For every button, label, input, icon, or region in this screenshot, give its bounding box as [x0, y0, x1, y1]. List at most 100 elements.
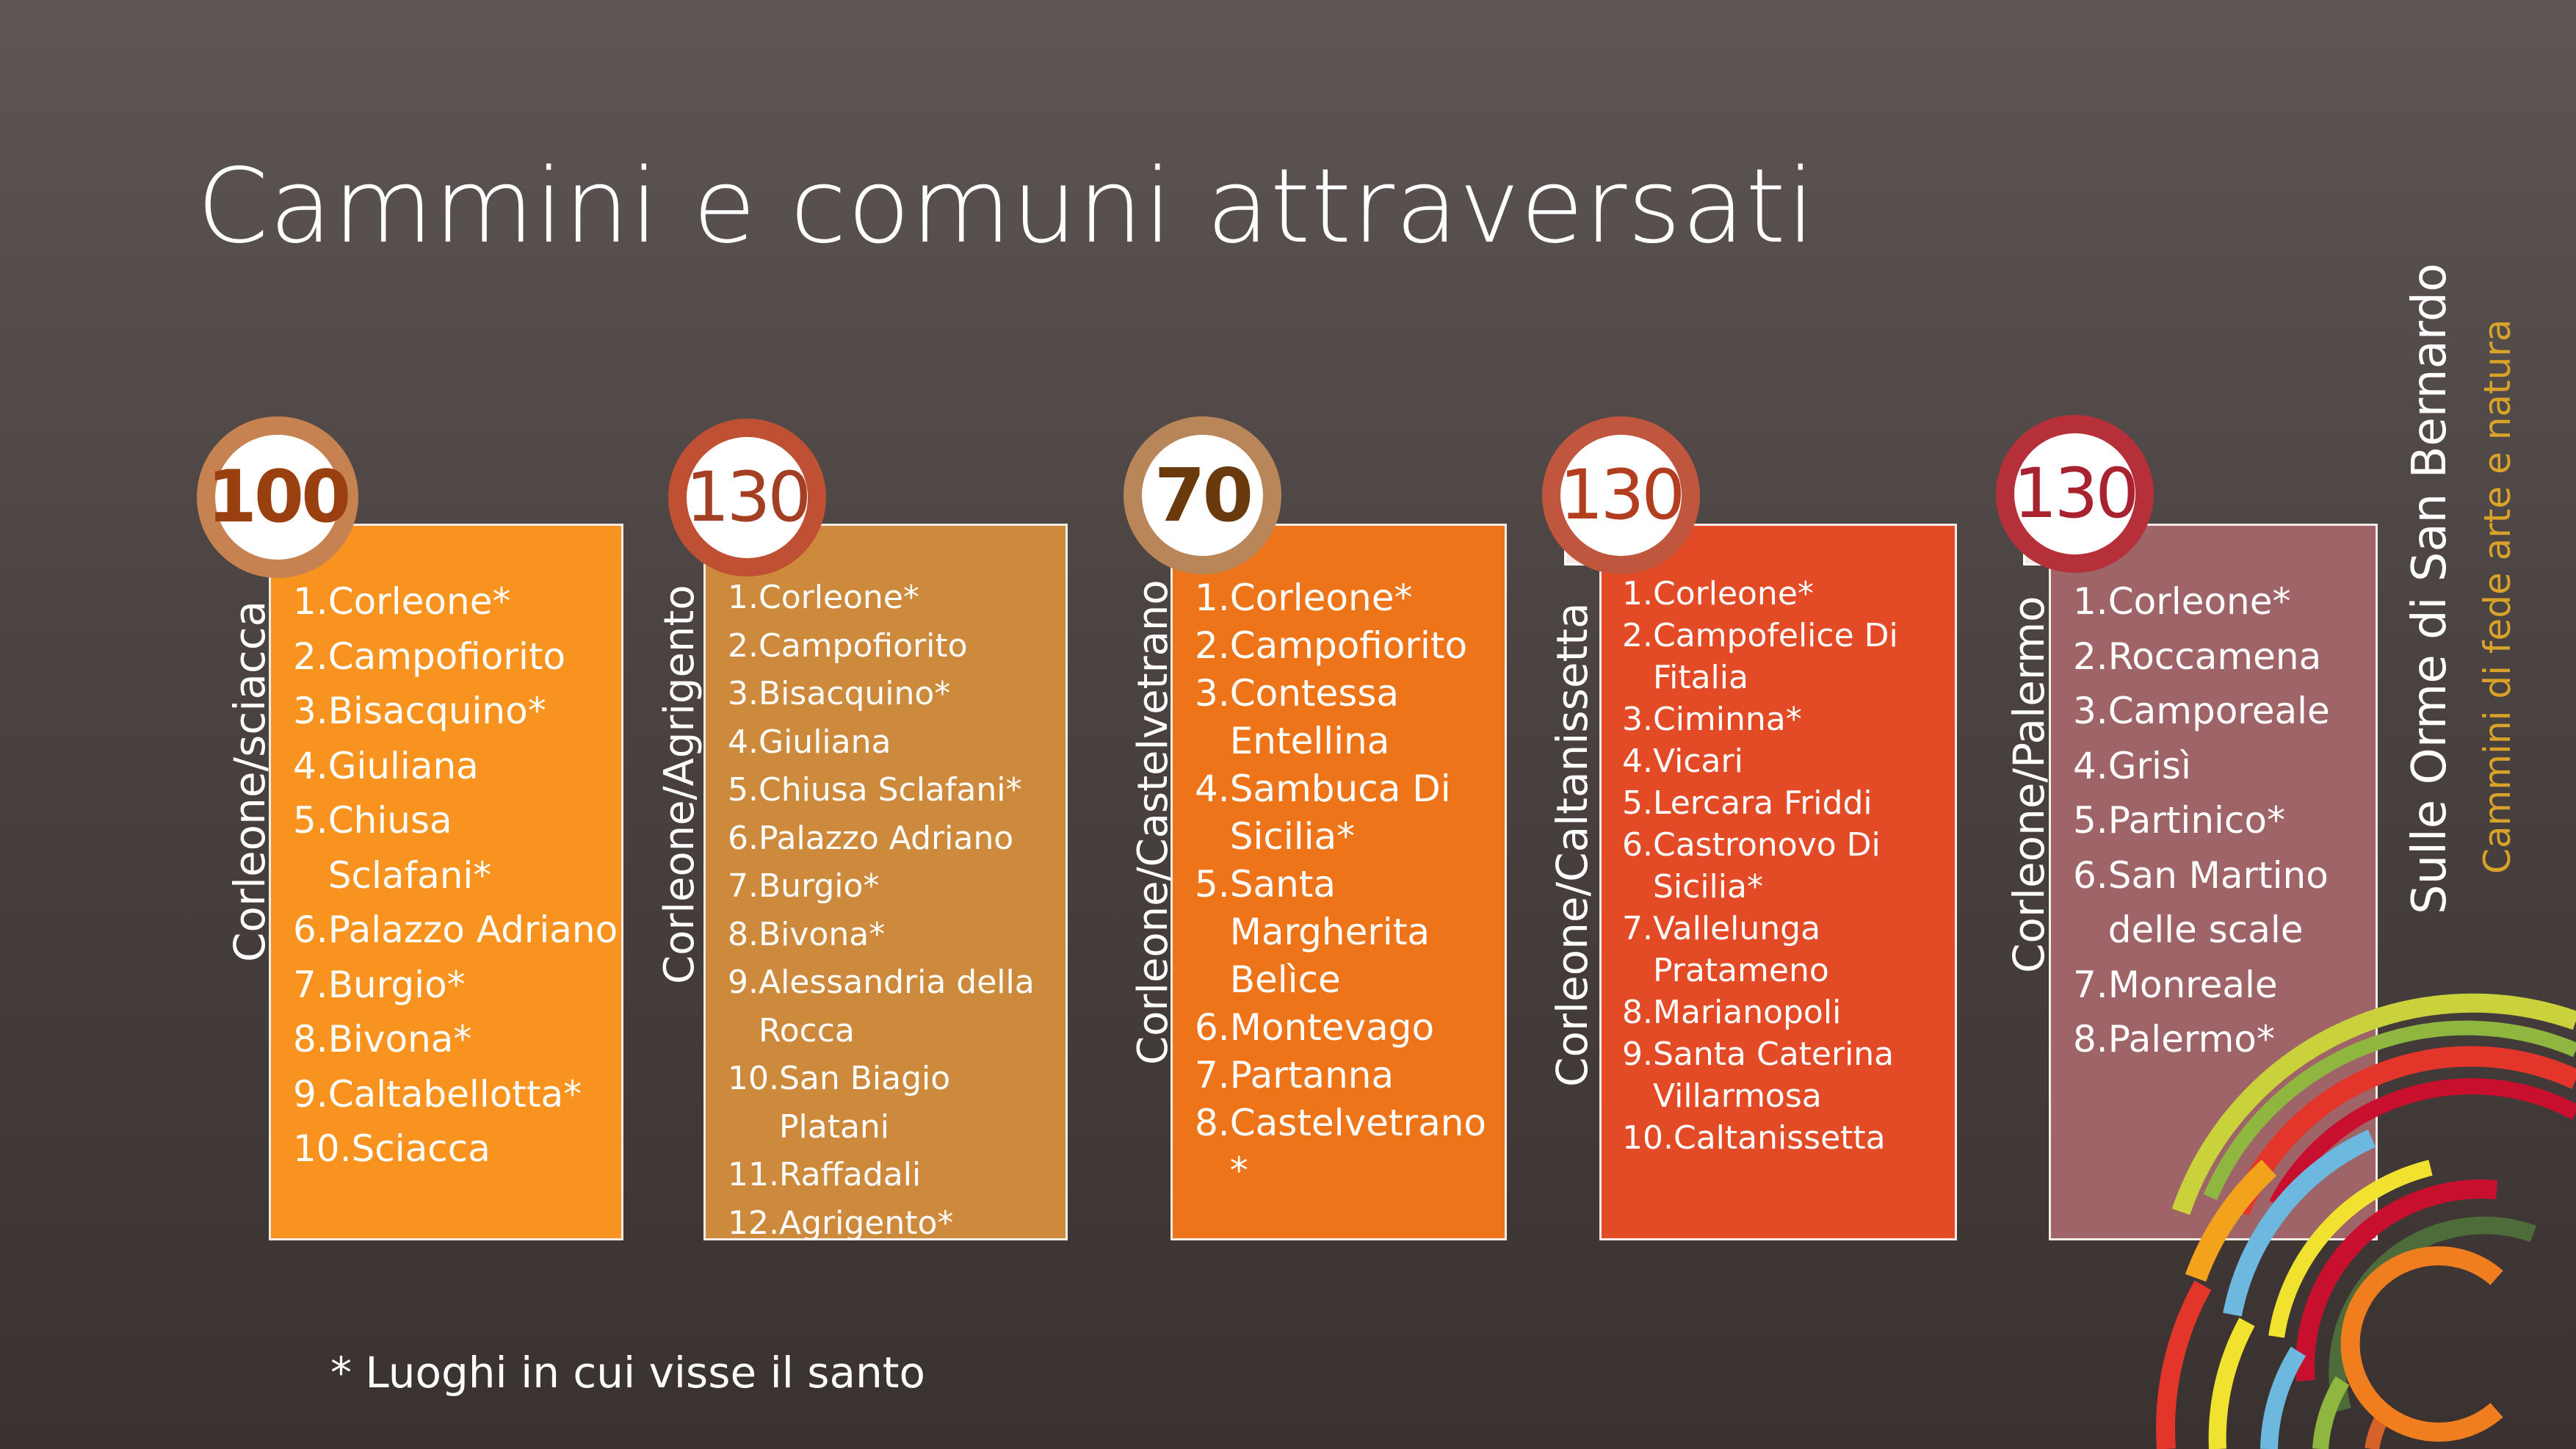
route-panel-corleone-castelvetrano: 1. Corleone* 2. Campofiorito 3. Contessa Ente… [1171, 524, 1507, 1240]
stop-number: 3. [2073, 690, 2108, 732]
stop-name: Ciminna* [1652, 701, 1802, 738]
stop-name: Santa Caterina Villarmosa [1652, 1036, 1895, 1115]
stop-item: 3. Bisacquino* [728, 670, 1066, 718]
stop-name: Lercara Friddi [1652, 784, 1873, 822]
stop-name: Alessandria della Rocca [758, 964, 1035, 1049]
stop-number: 3. [728, 675, 759, 712]
stop-item: 8. Bivona* [293, 1012, 621, 1067]
stop-item: 6. Montevago [1195, 1004, 1505, 1052]
stop-name: Giuliana [758, 723, 891, 761]
stop-number: 3. [1195, 672, 1230, 715]
stop-list: 1. Corleone* 2. Campofelice Di Fitalia 3. Cim… [1622, 573, 1955, 1159]
stop-name: Bisacquino* [328, 690, 546, 732]
stop-item: 3. Camporeale [2073, 684, 2376, 739]
stop-number: 8. [1622, 994, 1653, 1031]
stop-number: 4. [728, 723, 759, 761]
stop-item: 10. San Biagio Platani [728, 1055, 1066, 1151]
stop-item: 7. Partanna [1195, 1052, 1505, 1099]
stop-item: 5. Lercara Friddi [1622, 782, 1955, 824]
stop-name: Agrigento* [778, 1204, 954, 1242]
stop-item: 5. Chiusa Sclafani* [293, 793, 621, 903]
stop-number: 9. [1622, 1036, 1653, 1073]
stop-item: 6. Palazzo Adriano [293, 903, 621, 958]
stop-number: 6. [1195, 1006, 1230, 1049]
stop-item: 4. Giuliana [293, 739, 621, 794]
stop-number: 3. [1622, 701, 1653, 738]
stop-name: Burgio* [758, 867, 880, 905]
stop-name: Giuliana [328, 744, 479, 787]
stop-item: 2. Campofelice Di Fitalia [1622, 615, 1955, 698]
stop-number: 7. [2073, 963, 2108, 1006]
distance-badge: 130 [668, 419, 826, 577]
stop-number: 5. [1195, 863, 1230, 906]
stop-name: Partanna [1229, 1054, 1394, 1096]
stop-number: 4. [1622, 742, 1653, 780]
stop-item: 7. Burgio* [728, 862, 1066, 911]
stop-item: 8. Marianopoli [1622, 991, 1955, 1033]
stop-number: 8. [1195, 1102, 1230, 1144]
stop-name: Partinico* [2108, 799, 2285, 842]
stop-name: Campofiorito [328, 635, 566, 678]
brand-logo-icon [2156, 993, 2576, 1449]
distance-badge: 130 [1996, 415, 2154, 573]
stop-name: Santa Margherita Belìce [1229, 863, 1430, 1001]
stop-item: 2. Campofiorito [728, 622, 1066, 671]
route-panel-corleone-caltanissetta: 1. Corleone* 2. Campofelice Di Fitalia 3. Cim… [1599, 524, 1957, 1240]
stop-name: Palazzo Adriano [328, 908, 618, 951]
stop-number: 10. [1622, 1119, 1674, 1157]
route-label: Corleone/Caltanissetta [1547, 602, 1597, 1087]
stop-item: 6. Palazzo Adriano [728, 814, 1066, 863]
stop-item: 1. Corleone* [1622, 573, 1955, 615]
stop-name: Bivona* [328, 1018, 472, 1060]
stop-item: 9. Caltabellotta* [293, 1067, 621, 1122]
stop-number: 8. [293, 1018, 328, 1060]
stop-number: 11. [728, 1156, 779, 1193]
stop-number: 2. [2073, 635, 2108, 678]
stop-item: 1. Corleone* [2073, 574, 2376, 629]
stop-name: Burgio* [328, 963, 466, 1006]
route-label: Corleone/Agrigento [656, 585, 703, 984]
stop-name: Caltabellotta* [328, 1072, 582, 1116]
stop-item: 7. Vallelunga Pratameno [1622, 908, 1955, 991]
stop-item: 8. Palermo* [2073, 1012, 2376, 1067]
stop-name: Camporeale [2108, 690, 2330, 732]
stop-number: 6. [728, 819, 759, 857]
stop-item: 9. Alessandria della Rocca [728, 958, 1066, 1055]
stop-number: 1. [1622, 575, 1653, 613]
stop-number: 2. [1195, 624, 1230, 667]
stop-item: 6. San Martino delle scale [2073, 848, 2376, 958]
stop-number: 7. [1195, 1054, 1230, 1096]
route-label: Corleone/Castelvetrano [1129, 579, 1177, 1065]
stop-name: Campofiorito [1229, 624, 1468, 667]
stop-item: 5. Santa Margherita Belìce [1195, 861, 1505, 1004]
stop-name: Caltanissetta [1673, 1119, 1886, 1157]
stop-number: 9. [293, 1072, 328, 1116]
stop-item: 11. Raffadali [728, 1151, 1066, 1199]
stop-number: 3. [293, 690, 328, 732]
stop-item: 2. Roccamena [2073, 629, 2376, 684]
stop-number: 6. [1622, 826, 1653, 864]
stop-number: 12. [728, 1204, 779, 1242]
stop-list: 1. Corleone* 2. Campofiorito 3. Contessa Ente… [1195, 574, 1505, 1195]
stop-number: 7. [728, 867, 759, 905]
stop-name: San Biagio Platani [778, 1060, 951, 1146]
stop-item: 4. Sambuca Di Sicilia* [1195, 765, 1505, 861]
stop-number: 7. [293, 963, 328, 1006]
route-label: Corleone/sciacca [225, 600, 275, 962]
stop-item: 3. Ciminna* [1622, 698, 1955, 740]
stop-item: 4. Grisì [2073, 739, 2376, 794]
stop-item: 4. Vicari [1622, 740, 1955, 782]
stop-number: 1. [728, 579, 759, 616]
stop-item: 7. Monreale [2073, 958, 2376, 1013]
stop-number: 2. [293, 635, 328, 678]
stop-number: 2. [728, 626, 759, 665]
stop-number: 1. [1195, 577, 1230, 619]
stop-number: 9. [728, 964, 759, 1001]
stop-item: 7. Burgio* [293, 958, 621, 1013]
stop-name: Vicari [1652, 742, 1743, 780]
stop-name: Montevago [1229, 1006, 1435, 1049]
stop-name: Sciacca [351, 1127, 491, 1170]
stop-name: Corleone* [758, 579, 919, 616]
stop-number: 5. [293, 799, 328, 842]
stop-number: 8. [728, 915, 759, 953]
